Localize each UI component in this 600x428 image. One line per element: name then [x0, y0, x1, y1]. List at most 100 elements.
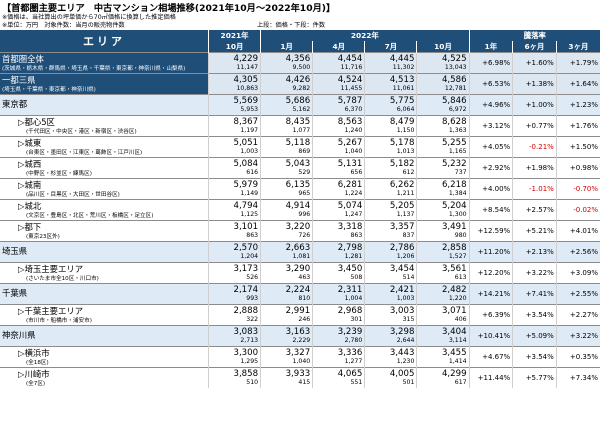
rate-cell: +8.54%	[468, 199, 513, 221]
price-cell: 2,858	[416, 241, 470, 253]
price-cell: 2,786	[364, 241, 417, 253]
count-cell: 246	[260, 316, 313, 326]
count-cell: 1,220	[416, 295, 470, 305]
count-cell: 863	[207, 232, 261, 242]
area-subtitle: (全18区)	[26, 360, 49, 366]
price-cell: 4,356	[260, 52, 313, 64]
count-cell: 863	[312, 232, 365, 242]
table-row-counts: 526 463 508 514 613	[0, 274, 600, 284]
count-cell: 737	[416, 169, 470, 179]
price-cell: 3,239	[312, 325, 365, 337]
table-row: 千葉県 2,174 2,224 2,311 2,421 2,482 +14.21% +7.41…	[0, 283, 600, 305]
area-cell: ▷都心5区 (千代田区・中央区・港区・新宿区・渋谷区)	[0, 115, 209, 137]
area-name: ▷城南	[18, 180, 42, 190]
table-row-counts: 1,204 1,081 1,281 1,206 1,527	[0, 253, 600, 263]
price-cell: 3,220	[260, 220, 313, 232]
count-cell: 1,527	[416, 253, 470, 263]
count-cell: 1,013	[364, 148, 417, 158]
area-name: 千葉県	[2, 288, 28, 298]
rate-cell: +6.53%	[468, 73, 513, 95]
price-cell: 2,421	[364, 283, 417, 295]
count-cell: 612	[364, 169, 417, 179]
price-cell: 4,305	[207, 73, 261, 85]
price-cell: 4,229	[207, 52, 261, 64]
table-row: 一都三県 (埼玉県・千葉県・東京都・神奈川県) 4,305 4,426 4,524 4,5…	[0, 73, 600, 95]
table-row-counts: 993 810 1,004 1,003 1,220	[0, 295, 600, 305]
price-cell: 3,071	[416, 304, 470, 316]
price-cell: 2,482	[416, 283, 470, 295]
rate-cell: -0.21%	[512, 136, 557, 158]
count-cell: 1,003	[364, 295, 417, 305]
area-cell: 一都三県 (埼玉県・千葉県・東京都・神奈川県)	[0, 73, 209, 95]
count-cell: 10,863	[207, 85, 261, 95]
price-cell: 5,051	[207, 136, 261, 148]
price-cell: 3,298	[364, 325, 417, 337]
count-cell: 1,240	[312, 127, 365, 137]
count-cell: 1,204	[207, 253, 261, 263]
count-cell: 1,081	[260, 253, 313, 263]
price-cell: 4,524	[312, 73, 365, 85]
rate-cell: +3.22%	[512, 262, 557, 284]
price-cell: 3,455	[416, 346, 470, 358]
price-cell: 5,979	[207, 178, 261, 190]
rate-cell: +11.20%	[468, 241, 513, 263]
price-cell: 5,205	[364, 199, 417, 211]
price-cell: 2,224	[260, 283, 313, 295]
area-subtitle: (東京23区外)	[26, 234, 60, 240]
count-cell: 6,064	[364, 106, 417, 116]
area-subtitle: (文京区・豊島区・北区・荒川区・板橋区・足立区)	[26, 213, 154, 219]
count-cell: 11,147	[207, 64, 261, 74]
area-name: 神奈川県	[2, 330, 36, 340]
area-name: ▷都下	[18, 222, 42, 232]
rate-cell: +1.98%	[512, 157, 557, 179]
rate-group-header: 騰落率	[468, 30, 600, 41]
table-row-counts: 1,125 996 1,247 1,137 1,300	[0, 211, 600, 221]
price-cell: 5,775	[364, 94, 417, 106]
price-cell: 5,267	[312, 136, 365, 148]
count-cell: 529	[260, 169, 313, 179]
rate-cell: +3.54%	[512, 304, 557, 326]
area-cell: ▷千葉主要エリア (市川市・船橋市・浦安市)	[0, 304, 209, 326]
rate-cell: +12.20%	[468, 262, 513, 284]
price-cell: 4,426	[260, 73, 313, 85]
count-cell: 12,781	[416, 85, 470, 95]
area-subtitle: (さいたま市全10区・川口市)	[26, 276, 99, 282]
area-name: ▷埼玉主要エリア	[18, 264, 84, 274]
area-cell: ▷城西 (中野区・杉並区・練馬区)	[0, 157, 209, 179]
rate-cell: +1.64%	[555, 73, 600, 95]
area-name: ▷横浜市	[18, 348, 50, 358]
area-name: 東京都	[2, 99, 28, 109]
area-name: ▷城北	[18, 201, 42, 211]
price-cell: 8,563	[312, 115, 365, 127]
area-name: 一都三県	[2, 75, 36, 85]
price-cell: 3,561	[416, 262, 470, 274]
count-cell: 1,150	[364, 127, 417, 137]
price-cell: 2,311	[312, 283, 365, 295]
count-cell: 315	[364, 316, 417, 326]
price-cell: 5,182	[364, 157, 417, 169]
area-cell: 東京都	[0, 94, 209, 116]
table-row-counts: 863 726 863 837 980	[0, 232, 600, 242]
count-cell: 301	[312, 316, 365, 326]
price-cell: 3,491	[416, 220, 470, 232]
rate-cell: +5.09%	[512, 325, 557, 347]
rate-cell: +1.00%	[512, 94, 557, 116]
area-cell: ▷都下 (東京23区外)	[0, 220, 209, 242]
price-cell: 2,991	[260, 304, 313, 316]
price-cell: 3,357	[364, 220, 417, 232]
count-cell: 1,247	[312, 211, 365, 221]
count-cell: 501	[364, 379, 417, 388]
count-cell: 1,277	[312, 358, 365, 368]
price-cell: 4,525	[416, 52, 470, 64]
rate-cell: +4.67%	[468, 346, 513, 368]
rate-cell: +1.76%	[555, 115, 600, 137]
count-cell: 11,302	[364, 64, 417, 74]
rate-cell: +4.96%	[468, 94, 513, 116]
price-cell: 4,454	[312, 52, 365, 64]
area-cell: ▷川崎市 (全7区)	[0, 367, 209, 388]
rate-cell: +10.41%	[468, 325, 513, 347]
count-cell: 415	[260, 379, 313, 388]
area-cell: 首都圏全体 (茨城県・栃木県・群馬県・埼玉県・千葉県・東京都・神奈川県・山梨県)	[0, 52, 209, 74]
table-row-counts: 1,295 1,040 1,277 1,230 1,414	[0, 358, 600, 368]
price-cell: 4,299	[416, 367, 470, 379]
